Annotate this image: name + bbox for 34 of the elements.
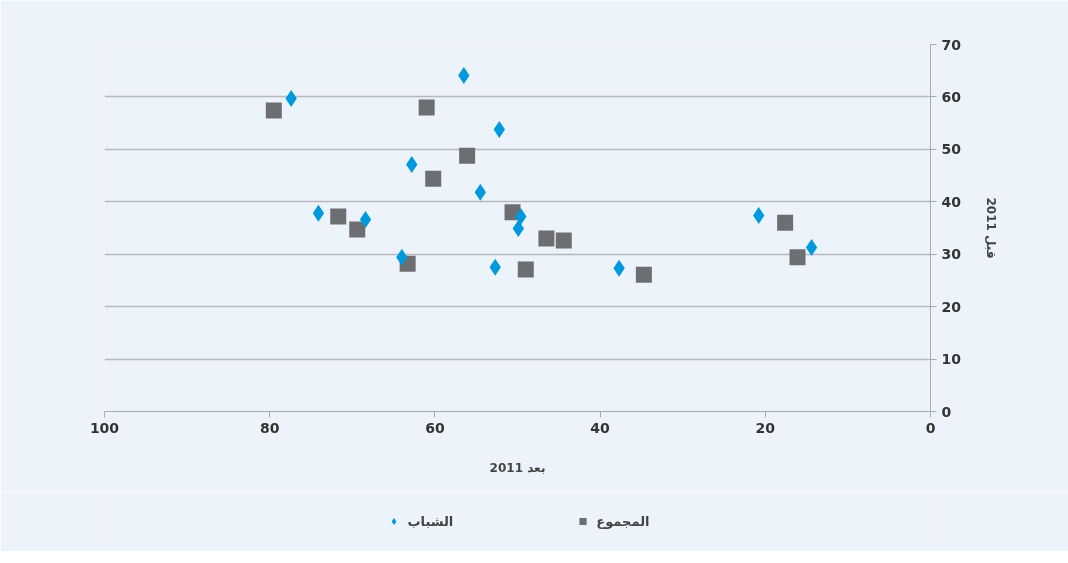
y-tick-label: 20 (941, 298, 962, 315)
point (517, 261, 534, 278)
point (777, 214, 794, 231)
y-tick-label: 40 (941, 193, 962, 210)
point (359, 211, 372, 229)
x-tick-label: 60 (425, 419, 445, 436)
legend-label: الشباب (407, 513, 454, 529)
point (555, 232, 572, 249)
y-tick-label: 60 (941, 88, 962, 105)
point (635, 266, 652, 283)
point (418, 99, 435, 116)
x-tick-label: 100 (89, 419, 120, 436)
point (265, 102, 282, 119)
point (538, 230, 555, 247)
y-tick-label: 50 (941, 141, 962, 158)
y-axis-title: قبل 2011 (983, 197, 998, 259)
x-tick-label: 40 (590, 419, 611, 436)
x-tick-label: 80 (259, 419, 280, 436)
x-tick-label: 20 (755, 419, 776, 436)
point (459, 147, 476, 164)
x-axis-title: بعد 2011 (489, 460, 546, 475)
point (789, 249, 806, 266)
x-tick-label: 0 (925, 419, 936, 436)
y-tick-label: 0 (941, 403, 952, 420)
y-tick-label: 10 (941, 351, 962, 368)
point (805, 238, 818, 256)
legend-label: المجموع (596, 513, 650, 529)
y-tick-label: 70 (941, 36, 962, 53)
point (285, 90, 297, 107)
point (425, 170, 442, 187)
y-tick-label: 30 (941, 246, 962, 263)
point (330, 208, 347, 225)
point (349, 221, 366, 238)
point (312, 204, 325, 222)
